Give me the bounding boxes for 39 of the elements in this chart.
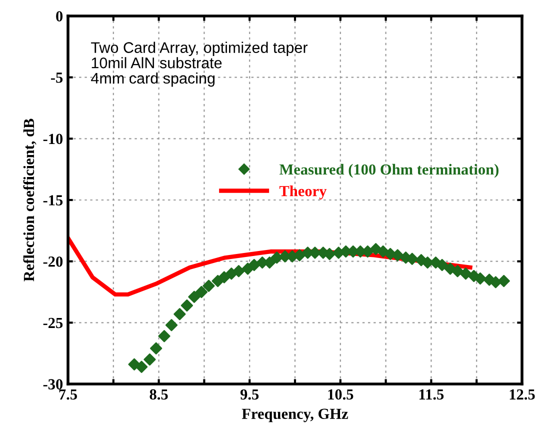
point [174, 308, 186, 320]
point [165, 319, 178, 332]
y-tick-label: -10 [43, 134, 63, 144]
x-tick-label: 7.5 [59, 389, 77, 400]
point [195, 286, 208, 298]
x-tick-label: 12.5 [510, 389, 535, 400]
y-tick-label: -30 [43, 379, 63, 390]
point [498, 274, 510, 288]
y-tick-label: -25 [43, 318, 63, 328]
y-axis-title: Reflection coefficient, dB [23, 118, 36, 282]
point [474, 272, 486, 285]
y-tick-label: 0 [56, 11, 63, 22]
point [158, 330, 170, 342]
point [392, 249, 404, 262]
legend-label: Measured (100 Ohm termination) [279, 164, 498, 178]
y-tick-label: -20 [43, 256, 63, 267]
x-tick-label: 8.5 [150, 389, 168, 400]
x-tick-label: 10.5 [328, 389, 354, 400]
point [150, 342, 162, 354]
line-series [68, 236, 472, 297]
x-tick-label: 9.5 [240, 389, 259, 400]
x-axis-title: Frequency, GHz [242, 408, 348, 422]
point [248, 258, 260, 272]
x-tick-label: 11.5 [419, 389, 444, 400]
y-tick-label: -15 [43, 195, 63, 206]
legend-label: Theory [279, 185, 327, 200]
point [135, 360, 148, 373]
point [202, 280, 215, 292]
y-tick-label: -5 [50, 72, 63, 83]
point [188, 290, 200, 303]
point [451, 265, 464, 278]
point [232, 265, 245, 278]
annotation: Two Card Array, optimized taper 10mil AlN substrate 4mm card spacing [91, 42, 308, 87]
point [180, 299, 194, 312]
point [436, 258, 448, 272]
point [270, 252, 283, 264]
point [460, 268, 472, 280]
point [144, 353, 156, 366]
point [490, 276, 502, 288]
